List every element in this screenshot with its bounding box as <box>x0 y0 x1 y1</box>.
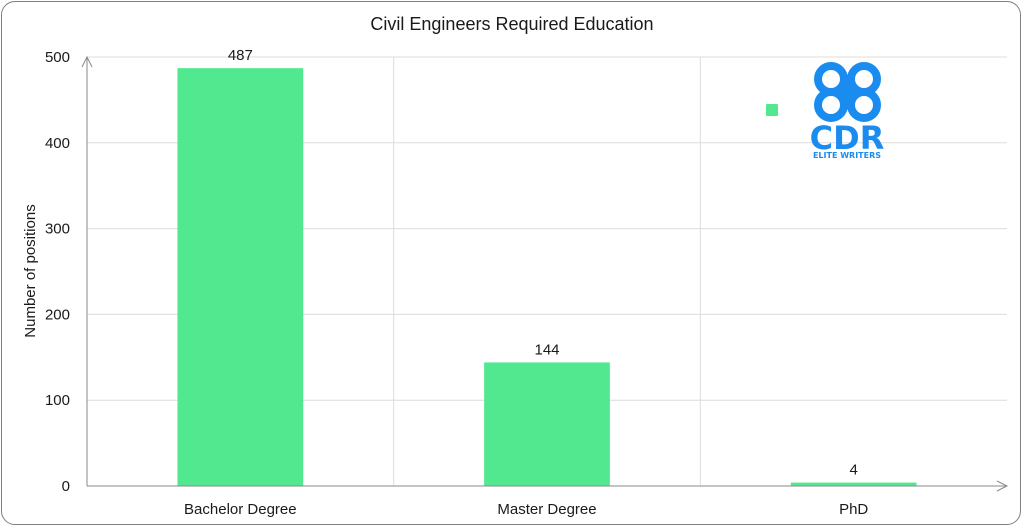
category-label: Master Degree <box>497 501 596 518</box>
legend-swatch <box>766 104 778 116</box>
y-tick-label: 200 <box>45 306 70 323</box>
data-label: 4 <box>849 462 857 479</box>
category-label: Bachelor Degree <box>184 501 297 518</box>
y-tick-label: 100 <box>45 392 70 409</box>
bar <box>177 68 304 487</box>
data-label: 487 <box>228 47 253 64</box>
y-tick-label: 300 <box>45 221 70 238</box>
y-tick-labels: 0 100 200 300 400 500 <box>45 49 70 495</box>
x-axis-arrow <box>996 480 1009 492</box>
logo-tagline: ELITE WRITERS <box>813 151 881 160</box>
logo-mark: CDR <box>810 119 885 157</box>
y-tick-label: 0 <box>62 478 70 495</box>
y-tick-label: 500 <box>45 49 70 66</box>
bars <box>177 68 917 487</box>
axes <box>81 55 1009 492</box>
data-labels: 487 144 4 <box>228 47 858 478</box>
category-labels: Bachelor Degree Master Degree PhD <box>184 501 868 518</box>
y-axis-arrow <box>81 55 93 68</box>
bar <box>484 362 610 486</box>
category-label: PhD <box>839 501 868 518</box>
cdr-logo: CDR ELITE WRITERS <box>810 62 885 160</box>
y-axis-label: Number of positions <box>22 204 39 337</box>
data-label: 144 <box>534 341 559 358</box>
chart-title: Civil Engineers Required Education <box>370 14 653 34</box>
y-tick-label: 400 <box>45 135 70 152</box>
logo-knot-icon <box>814 62 881 122</box>
bar <box>790 482 917 486</box>
